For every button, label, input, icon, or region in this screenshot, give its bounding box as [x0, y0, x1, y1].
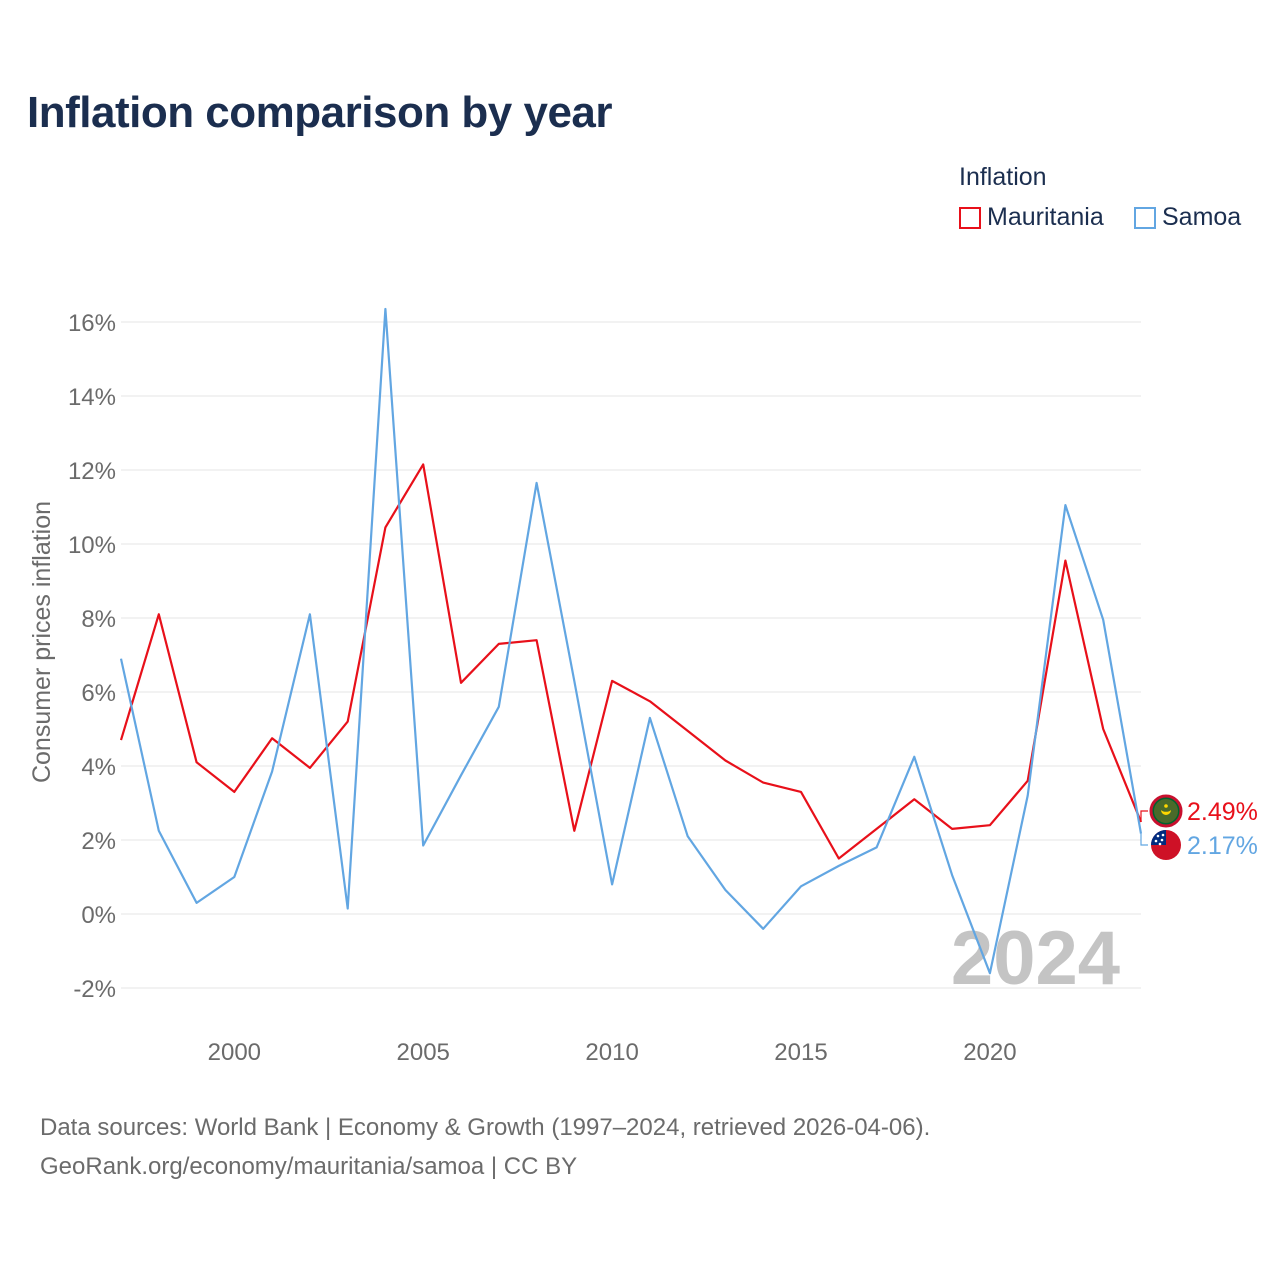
x-tick-labels: 2000 2005 2010 2015 2020	[208, 1039, 1017, 1066]
legend-label-samoa: Samoa	[1162, 203, 1242, 231]
series-line-samoa[interactable]	[119, 307, 1143, 975]
year-watermark: 2024	[951, 916, 1120, 1001]
mauritania-flag-icon	[1149, 794, 1183, 828]
legend-item-mauritania[interactable]: Mauritania	[959, 203, 1104, 232]
x-tick-label: 2020	[963, 1039, 1016, 1066]
samoa-flag-icon	[1151, 830, 1181, 860]
line-chart: -2%0%2%4%6%8%10%12%14%16% 2000 2005 2010 20…	[28, 307, 1258, 1066]
series-line-mauritania[interactable]	[119, 463, 1143, 860]
y-tick-label: -2%	[73, 976, 116, 1003]
end-labels: 2.49% 2.17%	[1140, 794, 1258, 860]
y-tick-label: 4%	[81, 754, 116, 781]
y-tick-labels: -2% 0% 2% 4% 6% 8% 10% 12% 14% 16%	[68, 310, 116, 1003]
legend-item-samoa[interactable]: Samoa	[1134, 203, 1241, 232]
y-tick-label: 14%	[68, 384, 116, 411]
end-label-connector	[1140, 810, 1148, 822]
y-tick-label: 0%	[81, 902, 116, 929]
source-line-1: Data sources: World Bank | Economy & Gro…	[40, 1114, 931, 1141]
source-note: Data sources: World Bank | Economy & Gro…	[40, 1108, 930, 1186]
legend-label-mauritania: Mauritania	[987, 203, 1104, 231]
y-tick-label: 10%	[68, 532, 116, 559]
legend-title: Inflation	[959, 163, 1047, 191]
legend-swatch-samoa	[1134, 206, 1156, 229]
y-tick-label: 16%	[68, 310, 116, 337]
y-tick-label: 12%	[68, 458, 116, 485]
end-label-mauritania: 2.49%	[1187, 798, 1258, 826]
y-axis-label: Consumer prices inflation	[28, 501, 56, 783]
x-tick-label: 2005	[397, 1039, 450, 1066]
chart-title: Inflation comparison by year	[27, 88, 613, 137]
legend-swatch-mauritania	[959, 206, 981, 229]
source-line-2[interactable]: GeoRank.org/economy/mauritania/samoa | C…	[40, 1153, 578, 1180]
end-label-connector	[1140, 833, 1148, 846]
series-lines	[119, 307, 1143, 975]
x-tick-label: 2000	[208, 1039, 261, 1066]
y-tick-label: 2%	[81, 828, 116, 855]
x-tick-label: 2015	[774, 1039, 827, 1066]
y-tick-label: 6%	[81, 680, 116, 707]
grid-lines	[121, 321, 1141, 989]
x-tick-label: 2010	[585, 1039, 638, 1066]
y-tick-label: 8%	[81, 606, 116, 633]
end-label-samoa: 2.17%	[1187, 832, 1258, 860]
